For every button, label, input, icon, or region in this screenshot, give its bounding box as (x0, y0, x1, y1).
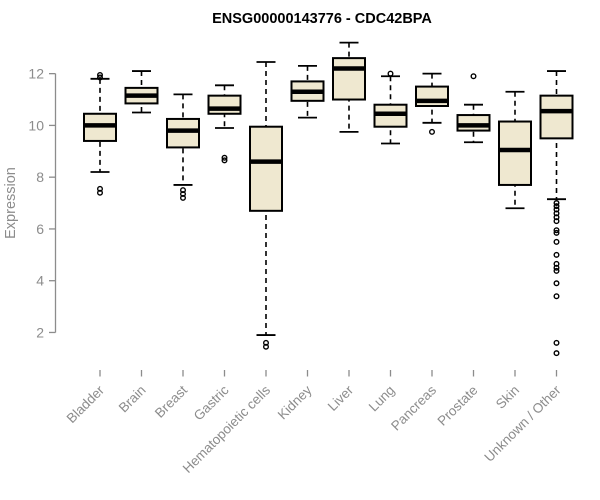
y-tick-label: 12 (28, 66, 44, 82)
x-tick-label-liver: Liver (325, 382, 357, 414)
x-tick-label-lung: Lung (366, 383, 398, 415)
outlier-point (179, 194, 186, 201)
iqr-box (166, 117, 200, 149)
outlier-point (96, 74, 103, 81)
outlier-point (553, 200, 560, 207)
outlier-point (221, 157, 228, 164)
outlier-point (553, 206, 560, 213)
outlier-point (553, 214, 560, 221)
box-unknown-other (539, 70, 574, 357)
outlier-point (96, 185, 103, 192)
y-tick-label: 6 (36, 221, 44, 237)
outlier-point (221, 154, 228, 161)
x-tick-label-breast: Breast (152, 382, 190, 420)
outlier-point (553, 260, 560, 267)
box-pancreas (415, 72, 449, 135)
y-axis: 2 4 6 8 10 12 (28, 66, 57, 340)
iqr-box (539, 94, 574, 140)
outlier-point (553, 350, 560, 357)
iqr-box (207, 94, 242, 115)
outlier-point (179, 190, 186, 197)
box-skin (498, 90, 532, 210)
box-prostate (456, 73, 491, 144)
box-kidney (290, 64, 325, 119)
outlier-point (263, 339, 270, 346)
y-tick-label: 10 (28, 117, 44, 133)
iqr-box (456, 114, 491, 132)
outlier-point (553, 229, 560, 236)
outlier-point (553, 210, 560, 217)
box-lung (373, 70, 408, 145)
outlier-point (553, 267, 560, 274)
box-breast (166, 93, 200, 201)
box-gastric (207, 84, 242, 164)
y-tick-label: 8 (36, 169, 44, 185)
outlier-point (553, 339, 560, 346)
outlier-point (96, 71, 103, 78)
outlier-point (387, 70, 394, 77)
iqr-box (249, 125, 283, 212)
box-bladder (83, 71, 117, 196)
outlier-point (553, 203, 560, 210)
x-tick-label-gastric: Gastric (191, 382, 232, 423)
outlier-point (553, 238, 560, 245)
iqr-box (415, 85, 449, 107)
x-tick-label-unknown-other: Unknown / Other (481, 382, 564, 465)
outlier-point (179, 187, 186, 194)
x-tick-label-bladder: Bladder (64, 382, 108, 426)
outlier-point (553, 264, 560, 271)
chart-title: ENSG00000143776 - CDC42BPA (212, 11, 432, 27)
x-tick-label-prostate: Prostate (434, 383, 480, 429)
outlier-point (553, 280, 560, 287)
y-tick-label: 4 (36, 273, 44, 289)
outlier-point (263, 343, 270, 350)
outlier-point (470, 73, 477, 80)
plot-area: 2 4 6 8 10 12 Bladder Brain Breast GastricHematop… (28, 41, 574, 476)
outlier-point (553, 227, 560, 234)
outlier-point (553, 251, 560, 258)
iqr-box (332, 57, 366, 101)
outlier-point (429, 128, 436, 135)
x-tick-label-kidney: Kidney (275, 382, 315, 422)
y-tick-label: 2 (36, 324, 44, 340)
outlier-point (96, 189, 103, 196)
x-tick-label-pancreas: Pancreas (388, 382, 439, 433)
iqr-box (498, 120, 532, 186)
box-hematopoietic-cells (249, 61, 283, 350)
outlier-point (553, 293, 560, 300)
box-liver (332, 41, 366, 133)
x-tick-label-brain: Brain (116, 383, 149, 416)
y-axis-label: Expression (3, 167, 19, 239)
x-tick-label-skin: Skin (493, 383, 522, 412)
box-brain (124, 70, 159, 114)
outlier-point (553, 218, 560, 225)
